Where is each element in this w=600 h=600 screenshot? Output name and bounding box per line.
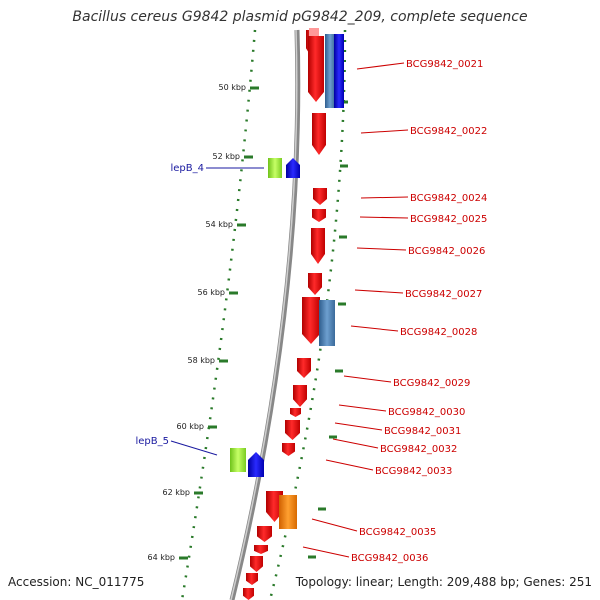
- gene-leader-line: [332, 438, 379, 449]
- sequence-backbone-highlight: [230, 29, 298, 600]
- cds-fragment: [309, 28, 319, 36]
- cds-arrow[interactable]: [285, 420, 300, 440]
- gene-leader-line: [343, 375, 392, 383]
- map-title: Bacillus cereus G9842 plasmid pG9842_209…: [72, 9, 528, 25]
- gene-label: BCG9842_0033: [375, 466, 452, 477]
- cds-arrow[interactable]: [257, 526, 272, 542]
- gene-label: BCG9842_0022: [410, 126, 487, 137]
- gene-label: BCG9842_0021: [406, 59, 483, 70]
- cds-arrow[interactable]: [312, 209, 326, 222]
- cds-arrow[interactable]: [312, 113, 326, 155]
- gene-label: BCG9842_0024: [410, 193, 487, 204]
- ruler-tick-label: 64 kbp: [147, 553, 175, 562]
- ruler-tick-label: 50 kbp: [218, 83, 246, 92]
- gene-leader-line: [334, 422, 383, 431]
- cds-arrow[interactable]: [246, 573, 258, 585]
- sequence-backbone: [229, 29, 301, 600]
- ruler-tick-label: 56 kbp: [197, 288, 225, 297]
- gene-leader-line: [311, 518, 358, 532]
- gene-leader-line: [325, 459, 374, 471]
- cds-arrow[interactable]: [311, 228, 325, 264]
- labels: BCG9842_0021 BCG9842_0022 BCG9842_0024 BCG9…: [135, 59, 487, 564]
- cds-arrow[interactable]: [254, 545, 268, 554]
- gene-leader-line: [356, 62, 405, 70]
- signal-leader-line: [170, 440, 218, 456]
- ruler-tick-label: 52 kbp: [212, 152, 240, 161]
- gene-label: BCG9842_0029: [393, 378, 470, 389]
- cds-arrow[interactable]: [302, 297, 320, 344]
- gc-track-left: [180, 29, 257, 600]
- cds-arrow[interactable]: [297, 358, 311, 378]
- gene-label: BCG9842_0035: [359, 527, 436, 538]
- ruler-tick-label: 58 kbp: [187, 356, 215, 365]
- gene-leader-line: [360, 196, 409, 199]
- cds-steel[interactable]: [319, 300, 335, 346]
- gene-leader-line: [360, 129, 409, 134]
- features: [230, 28, 344, 600]
- cds-arrow[interactable]: [282, 443, 295, 456]
- signal-feature[interactable]: [230, 448, 246, 472]
- ruler-tick-label: 62 kbp: [162, 488, 190, 497]
- cds-arrow[interactable]: [293, 385, 307, 407]
- cds-arrow[interactable]: [243, 588, 254, 600]
- summary-text: Topology: linear; Length: 209,488 bp; Ge…: [295, 575, 592, 589]
- cds-arrow[interactable]: [308, 36, 324, 102]
- gene-label: BCG9842_0036: [351, 553, 428, 564]
- signal-feature[interactable]: [248, 452, 264, 477]
- gene-leader-line: [356, 247, 407, 251]
- gene-label: BCG9842_0031: [384, 426, 461, 437]
- gene-label: BCG9842_0027: [405, 289, 482, 300]
- signal-feature[interactable]: [268, 158, 282, 178]
- gene-leader-line: [359, 216, 409, 219]
- accession-text: Accession: NC_011775: [8, 575, 145, 589]
- cds-arrow[interactable]: [290, 408, 301, 417]
- cds-arrow[interactable]: [313, 188, 327, 205]
- cds-arrow[interactable]: [266, 491, 283, 522]
- gene-leader-line: [302, 546, 350, 558]
- cds-steel[interactable]: [325, 34, 335, 108]
- signal-label: lepB_4: [170, 163, 204, 174]
- cds-arrow[interactable]: [250, 556, 263, 572]
- signal-label: lepB_5: [135, 436, 169, 447]
- gene-leader-line: [354, 289, 404, 294]
- cds-blue[interactable]: [334, 34, 344, 108]
- gene-label: BCG9842_0025: [410, 214, 487, 225]
- gene-label: BCG9842_0032: [380, 444, 457, 455]
- signal-feature[interactable]: [286, 158, 300, 178]
- ruler-tick-label: 54 kbp: [205, 220, 233, 229]
- cds-arrow[interactable]: [308, 273, 322, 295]
- ruler-tick-label: 60 kbp: [176, 422, 204, 431]
- gene-leader-line: [338, 404, 387, 412]
- cds-orange[interactable]: [279, 495, 297, 529]
- gene-label: BCG9842_0030: [388, 407, 465, 418]
- gene-label: BCG9842_0026: [408, 246, 485, 257]
- gene-leader-line: [350, 325, 399, 332]
- ruler-ticks: 50 kbp 52 kbp 54 kbp 56 kbp 58 kbp 60 kbp 62 k…: [147, 83, 348, 562]
- gene-label: BCG9842_0028: [400, 327, 477, 338]
